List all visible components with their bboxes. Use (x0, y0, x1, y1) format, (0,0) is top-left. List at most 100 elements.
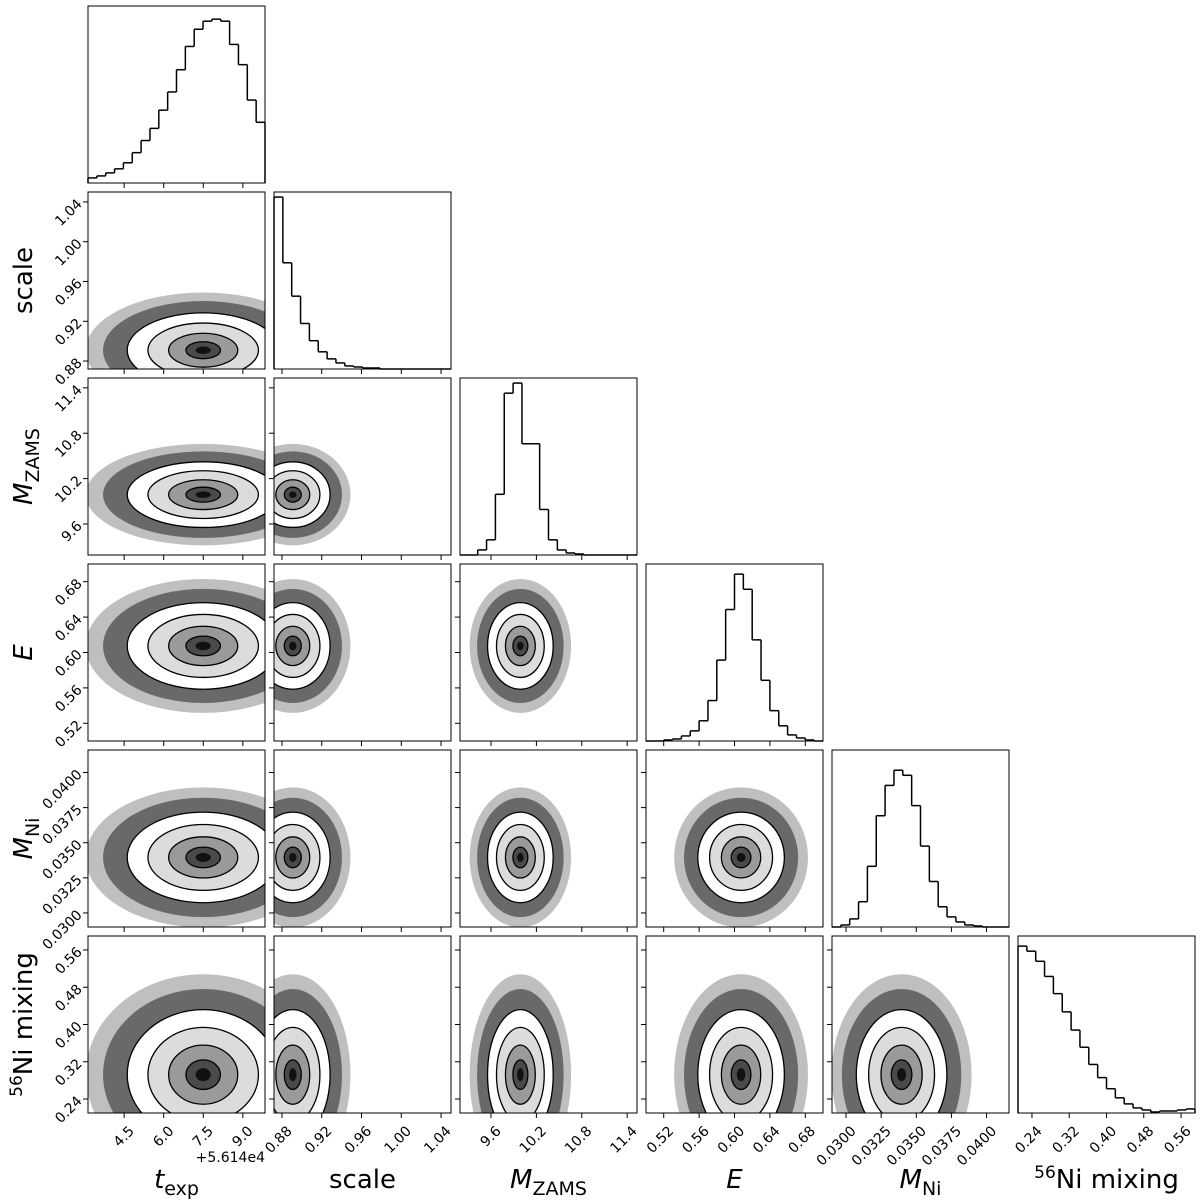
label-main: E (9, 644, 39, 661)
axis-label: E (726, 1165, 743, 1195)
label-main: scale (9, 247, 39, 314)
density (88, 787, 265, 927)
x-tick-label: 0.68 (786, 1123, 819, 1156)
density (274, 974, 351, 1113)
panel-frame (87, 935, 266, 1114)
y-tick-label: 10.8 (52, 428, 85, 461)
panel-frame (273, 191, 452, 370)
x-tick-label: 10.2 (517, 1123, 550, 1156)
panel-frame (87, 191, 266, 370)
y-tick-label: 11.4 (52, 382, 85, 415)
y-tick-label: 0.56 (52, 944, 85, 977)
x-tick-label: 6.0 (150, 1123, 177, 1150)
label-sub: ZAMS (532, 1178, 586, 1200)
y-tick-label: 0.24 (52, 1093, 85, 1126)
y-tick-label: 0.96 (52, 276, 85, 309)
density (88, 443, 265, 546)
panel-frame (87, 563, 266, 742)
x-tick-label: 4.5 (111, 1123, 138, 1150)
label-sub: exp (164, 1178, 199, 1200)
density (88, 974, 265, 1113)
label-sup: 56 (7, 1075, 27, 1097)
label-main: t (154, 1165, 165, 1195)
x-tick-label: 1.04 (421, 1123, 454, 1156)
x-tick-label: 10.8 (562, 1123, 595, 1156)
density (674, 787, 808, 927)
label-main: Ni mixing (9, 952, 39, 1075)
y-tick-label: 10.2 (52, 473, 85, 506)
label-main: scale (329, 1165, 396, 1195)
panel-frame (831, 935, 1010, 1114)
y-tick-label: 0.64 (52, 611, 85, 644)
x-tick-label: 7.5 (190, 1123, 217, 1150)
y-tick-label: 0.56 (52, 682, 85, 715)
panel-frame (459, 749, 638, 928)
density (832, 974, 972, 1113)
density-level (736, 1068, 746, 1082)
axis-label: E (9, 644, 39, 661)
x-tick-label: 0.24 (1012, 1123, 1045, 1156)
y-tick-label: 0.0400 (40, 767, 86, 813)
panel-frame (87, 377, 266, 556)
axis-label: scale (9, 247, 39, 314)
panel-frame (273, 377, 452, 556)
axis-label: scale (329, 1165, 396, 1195)
panel-frame (87, 5, 266, 184)
panel-frame (645, 935, 824, 1114)
y-tick-label: 1.04 (52, 196, 85, 229)
panel-frame (645, 749, 824, 928)
density (469, 787, 572, 927)
label-sup: 56 (1034, 1163, 1056, 1183)
axis-label: MNi (9, 818, 44, 860)
axis-label: MZAMS (9, 428, 44, 505)
x-tick-label: 1.00 (382, 1123, 415, 1156)
y-tick-label: 0.52 (52, 718, 85, 751)
label-main: M (9, 483, 39, 505)
offset-label: +5.614e4 (196, 1150, 265, 1166)
density-level (736, 852, 746, 862)
panel-frame (459, 935, 638, 1114)
axis-label: texp (154, 1165, 199, 1200)
panel-frame (273, 749, 452, 928)
y-tick-label: 0.32 (52, 1056, 85, 1089)
density-level (195, 641, 211, 651)
x-tick-label: 0.52 (644, 1123, 677, 1156)
x-tick-label: 9.6 (478, 1123, 505, 1150)
x-tick-label: 0.96 (342, 1123, 375, 1156)
density (674, 974, 808, 1113)
x-tick-label: 0.60 (715, 1123, 748, 1156)
y-tick-label: 0.40 (52, 1019, 85, 1052)
x-tick-label: 9.0 (229, 1123, 256, 1150)
panel-frame (273, 563, 452, 742)
axis-label: MZAMS (510, 1165, 587, 1200)
x-tick-label: 0.0400 (954, 1123, 1000, 1169)
x-tick-label: 0.64 (750, 1123, 783, 1156)
x-tick-label: 0.32 (1049, 1123, 1082, 1156)
density-level (289, 852, 297, 862)
density-level (195, 491, 211, 498)
panel-frame (87, 749, 266, 928)
density (274, 443, 351, 546)
x-tick-label: 0.88 (262, 1123, 295, 1156)
y-tick-label: 0.48 (52, 982, 85, 1015)
panel-frame (273, 935, 452, 1114)
label-main: E (726, 1165, 743, 1195)
x-tick-label: 0.56 (679, 1123, 712, 1156)
panel-frame (459, 377, 638, 556)
y-tick-label: 0.68 (52, 576, 85, 609)
density-level (289, 1068, 297, 1082)
y-tick-label: 1.00 (52, 236, 85, 269)
x-tick-label: 0.48 (1124, 1123, 1157, 1156)
density-level (195, 852, 211, 862)
x-tick-label: 11.4 (607, 1123, 640, 1156)
density-level (517, 1068, 524, 1082)
label-sub: Ni (922, 1178, 942, 1200)
density-level (517, 852, 524, 862)
x-tick-label: 0.40 (1087, 1123, 1120, 1156)
y-tick-label: 9.6 (59, 518, 86, 545)
axis-label: 56Ni mixing (1034, 1163, 1179, 1195)
density-level (195, 1068, 211, 1082)
panel-frame (831, 749, 1010, 928)
label-main: M (510, 1165, 532, 1195)
